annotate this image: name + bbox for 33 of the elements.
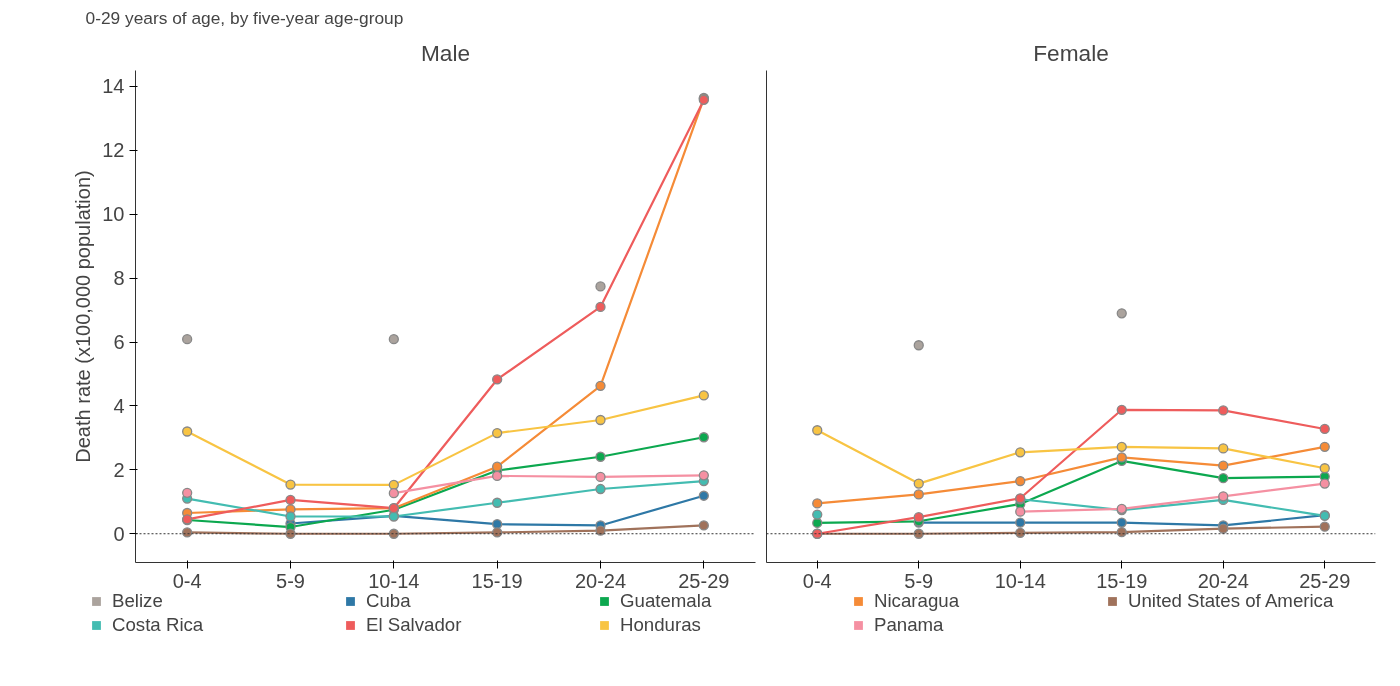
x-tick-label: 20-24	[1197, 569, 1249, 592]
chart-subtitle: 0-29 years of age, by five-year age-group	[85, 7, 404, 28]
legend-label: Honduras	[620, 614, 702, 636]
legend-label: Costa Rica	[112, 614, 205, 636]
legend-label: Belize	[112, 590, 164, 612]
legend-label: United States of America	[1128, 590, 1335, 612]
x-tick-label: 0-4	[802, 569, 832, 592]
x-tick-label: 15-19	[1096, 569, 1148, 592]
x-tick-label: 0-4	[172, 569, 202, 592]
x-tick-label: 10-14	[994, 569, 1046, 592]
x-tick-label: 20-24	[574, 569, 627, 592]
legend-label: Panama	[874, 614, 945, 636]
y-tick-label: 2	[113, 458, 125, 481]
y-axis-title: Death rate (x100,000 population)	[72, 170, 95, 463]
legend-label: El Salvador	[366, 614, 463, 636]
x-tick-label: 15-19	[471, 569, 523, 592]
legend-label: Guatemala	[620, 590, 713, 612]
y-tick-label: 8	[113, 267, 125, 290]
y-tick-label: 4	[113, 394, 125, 417]
chart-title: Female	[1033, 39, 1109, 66]
y-tick-label: 10	[102, 203, 125, 226]
legend-label: Nicaragua	[874, 590, 961, 612]
y-tick-label: 12	[102, 139, 125, 162]
x-tick-label: 5-9	[904, 569, 934, 592]
x-tick-label: 25-29	[1299, 569, 1351, 592]
x-tick-label: 10-14	[368, 569, 420, 592]
chart-title: Male	[420, 39, 471, 66]
y-tick-label: 6	[113, 331, 125, 354]
legend-label: Cuba	[366, 590, 412, 612]
x-tick-label: 25-29	[678, 569, 730, 592]
y-tick-label: 0	[113, 522, 125, 545]
y-tick-label: 14	[102, 75, 125, 98]
x-tick-label: 5-9	[276, 569, 305, 592]
